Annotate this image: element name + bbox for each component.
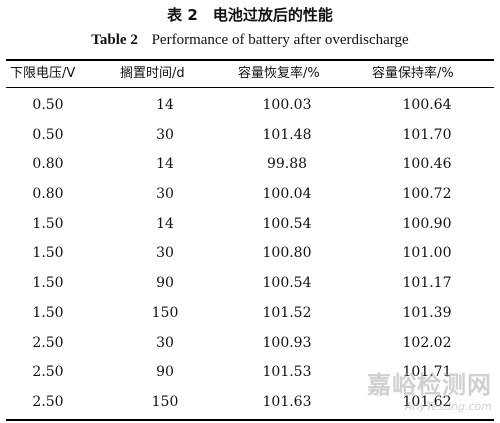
table-top-rule — [6, 59, 494, 61]
table-row: 2.50 90 101.53 101.71 — [0, 358, 500, 388]
cell-capacity-recovery: 101.48 — [262, 126, 312, 143]
table-row: 0.50 30 101.48 101.70 — [0, 121, 500, 151]
cell-capacity-retention: 101.17 — [402, 275, 452, 292]
header-capacity-retention: 容量保持率/% — [372, 66, 454, 81]
cell-storage-time: 14 — [156, 156, 174, 173]
table-row: 1.50 150 101.52 101.39 — [0, 299, 500, 329]
cell-storage-time: 30 — [156, 186, 174, 203]
cell-capacity-recovery: 101.52 — [262, 304, 312, 321]
cell-lower-voltage: 2.50 — [32, 393, 64, 410]
table-number-label: Table 2 — [91, 32, 138, 48]
cell-capacity-recovery: 100.03 — [262, 97, 312, 113]
table-caption-chinese: 表 2 电池过放后的性能 — [167, 6, 333, 24]
cell-capacity-retention: 102.02 — [402, 334, 452, 351]
table-row: 0.80 14 99.88 100.46 — [0, 150, 500, 180]
cell-capacity-retention: 101.62 — [402, 393, 452, 410]
cell-capacity-recovery: 100.54 — [262, 275, 312, 292]
table-body: 0.50 14 100.03 100.64 0.50 30 101.48 101.70 0.80… — [0, 91, 500, 418]
cell-lower-voltage: 1.50 — [32, 304, 64, 321]
cell-capacity-retention: 101.71 — [402, 364, 452, 381]
cell-storage-time: 150 — [151, 393, 179, 410]
table-row: 1.50 30 100.80 101.00 — [0, 239, 500, 269]
cell-storage-time: 30 — [156, 245, 174, 262]
table-row: 1.50 14 100.54 100.90 — [0, 210, 500, 240]
cell-storage-time: 30 — [156, 126, 174, 143]
cell-capacity-retention: 100.64 — [402, 97, 452, 113]
table-header-rule — [6, 87, 494, 88]
cell-lower-voltage: 0.80 — [32, 156, 64, 173]
cell-storage-time: 90 — [156, 364, 174, 381]
cell-capacity-recovery: 100.80 — [262, 245, 312, 262]
cell-capacity-retention: 100.46 — [402, 156, 452, 173]
cell-storage-time: 14 — [156, 215, 174, 232]
cell-lower-voltage: 0.80 — [32, 186, 64, 203]
table-bottom-rule — [6, 419, 494, 421]
cell-lower-voltage: 1.50 — [32, 245, 64, 262]
cell-capacity-retention: 101.70 — [402, 126, 452, 143]
cell-lower-voltage: 2.50 — [32, 334, 64, 351]
watermark: 嘉峪检测网 AnyTesting.com — [367, 365, 492, 413]
cell-capacity-retention: 100.90 — [402, 215, 452, 232]
cell-capacity-recovery: 100.04 — [262, 186, 312, 203]
cell-capacity-recovery: 100.93 — [262, 334, 312, 351]
cell-capacity-recovery: 99.88 — [266, 156, 308, 173]
table-row: 2.50 30 100.93 102.02 — [0, 329, 500, 359]
cell-lower-voltage: 0.50 — [32, 97, 64, 113]
table-caption-english: Table 2 Performance of battery after ove… — [0, 32, 500, 49]
cell-lower-voltage: 1.50 — [32, 215, 64, 232]
cell-capacity-recovery: 101.63 — [262, 393, 312, 410]
watermark-url: AnyTesting.com — [404, 400, 492, 413]
cell-storage-time: 90 — [156, 275, 174, 292]
table-row: 2.50 150 101.63 101.62 — [0, 388, 500, 418]
header-capacity-recovery: 容量恢复率/% — [238, 66, 320, 81]
table-row: 1.50 90 100.54 101.17 — [0, 269, 500, 299]
cell-storage-time: 14 — [156, 97, 174, 113]
cell-lower-voltage: 1.50 — [32, 275, 64, 292]
cell-storage-time: 30 — [156, 334, 174, 351]
cell-capacity-recovery: 100.54 — [262, 215, 312, 232]
table-row: 0.50 14 100.03 100.64 — [0, 91, 500, 121]
cell-capacity-retention: 100.72 — [402, 186, 452, 203]
header-lower-voltage: 下限电压/V — [10, 66, 76, 81]
cell-capacity-retention: 101.00 — [402, 245, 452, 262]
cell-storage-time: 150 — [151, 304, 179, 321]
cell-lower-voltage: 2.50 — [32, 364, 64, 381]
cell-capacity-recovery: 101.53 — [262, 364, 312, 381]
table-title-english: Performance of battery after overdischar… — [151, 32, 409, 48]
header-storage-time: 搁置时间/d — [120, 66, 185, 81]
table-row: 0.80 30 100.04 100.72 — [0, 180, 500, 210]
watermark-site-name: 嘉峪检测网 — [367, 371, 492, 399]
cell-lower-voltage: 0.50 — [32, 126, 64, 143]
cell-capacity-retention: 101.39 — [402, 304, 452, 321]
